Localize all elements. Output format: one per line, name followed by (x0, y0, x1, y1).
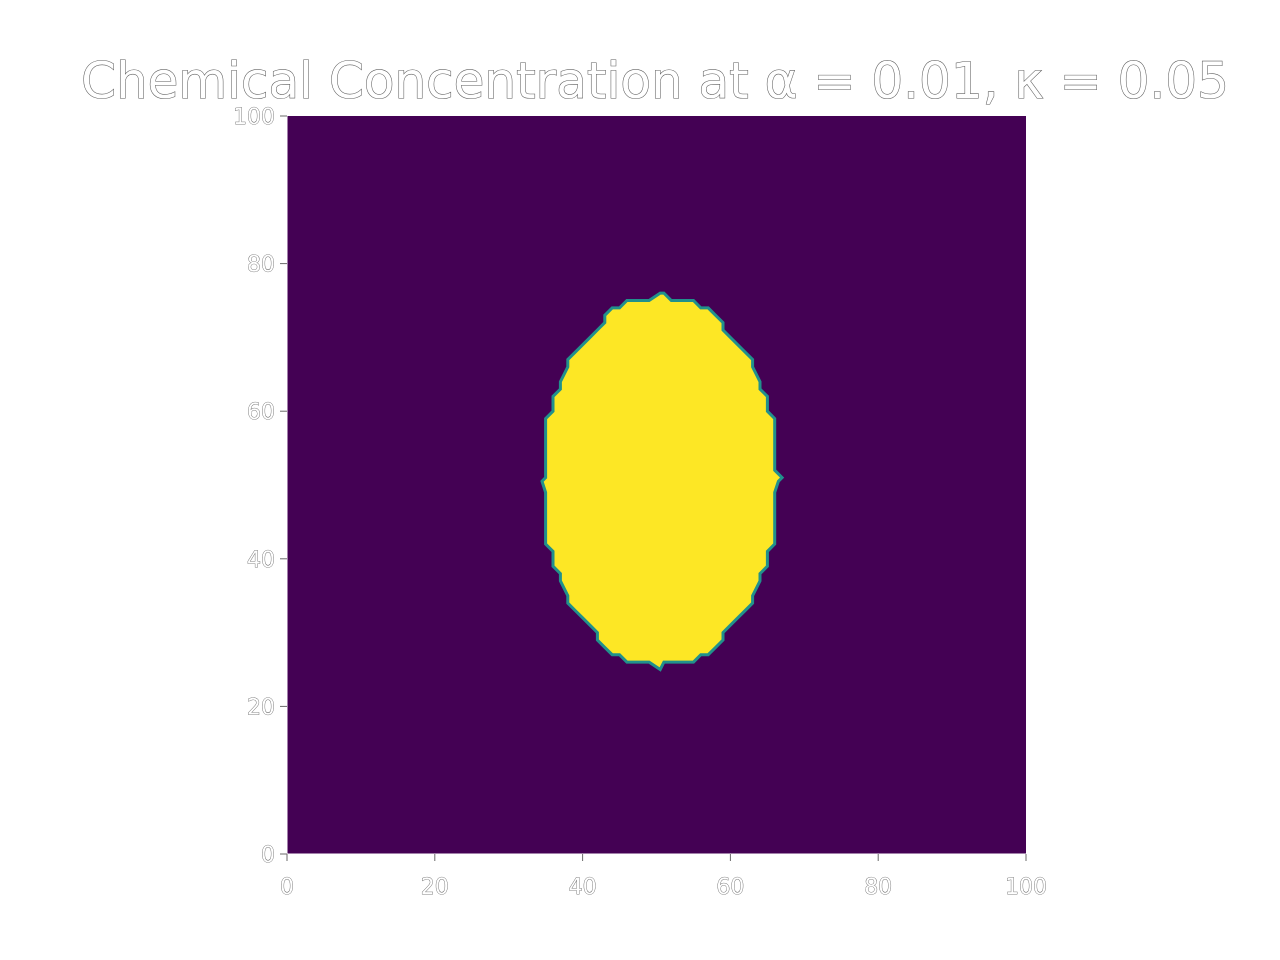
x-tick-label: 80 (864, 875, 892, 900)
high-concentration-region (540, 291, 785, 672)
y-tick-label: 40 (247, 548, 275, 573)
y-tick-label: 0 (261, 843, 275, 868)
y-tick-label: 80 (247, 253, 275, 278)
y-tick-label: 20 (247, 695, 275, 720)
chart-title: Chemical Concentration at α = 0.01, κ = … (81, 52, 1229, 110)
x-tick-label: 100 (1005, 875, 1047, 900)
y-tick-label: 100 (233, 105, 275, 130)
y-tick-label: 60 (247, 400, 275, 425)
x-tick-label: 20 (421, 875, 449, 900)
axes: 0 20 40 60 80 100 0 20 40 60 80 100 (233, 105, 1048, 901)
x-tick-label: 40 (569, 875, 597, 900)
x-tick-label: 60 (716, 875, 744, 900)
x-tick-label: 0 (280, 875, 294, 900)
